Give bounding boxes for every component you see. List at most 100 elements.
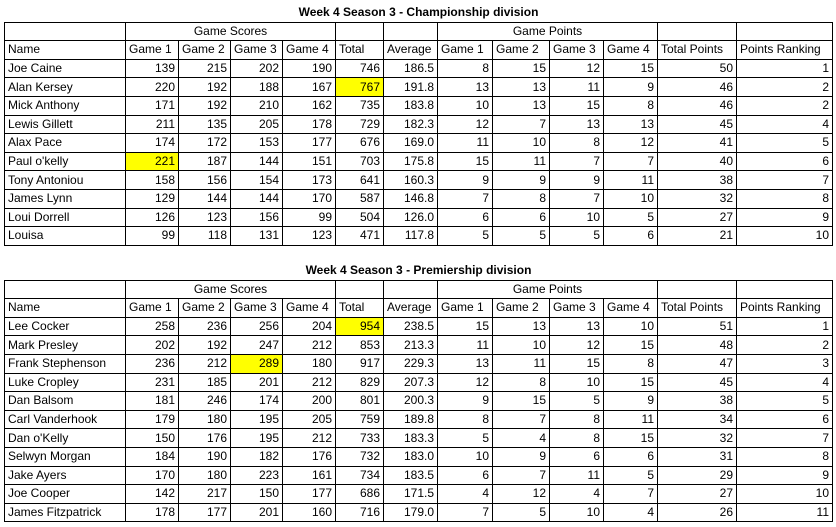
value-cell: 8: [492, 188, 550, 209]
value-cell: 99: [282, 207, 336, 228]
value-cell: 11: [603, 409, 658, 430]
value-cell: 15: [549, 95, 604, 116]
column-header: Game 2: [492, 298, 550, 318]
name-cell: Lewis Gillett: [4, 114, 126, 135]
value-cell: 207.3: [383, 372, 438, 393]
value-cell: 174: [230, 391, 283, 411]
value-cell: 200: [282, 391, 336, 411]
value-cell: 8: [492, 372, 550, 393]
value-cell: 167: [282, 77, 336, 97]
name-cell: James Lynn: [4, 188, 126, 209]
column-header: Game 3: [230, 298, 283, 318]
value-cell: 9: [603, 391, 658, 411]
value-cell: 10: [549, 502, 604, 523]
value-cell: 10: [437, 446, 493, 467]
header-row: Name Game 1 Game 2 Game 3 Game 4 Total Average…: [4, 298, 833, 318]
value-cell: 246: [178, 391, 231, 411]
value-cell: 12: [603, 133, 658, 153]
value-cell: 13: [492, 316, 550, 337]
column-header: Game 3: [230, 40, 283, 60]
value-cell: 5: [736, 391, 833, 411]
data-row: Joe Cooper 142 217 150 177 686 171.5 4 12 4 7 27 10: [4, 484, 833, 504]
value-cell: 10: [736, 226, 833, 246]
name-cell: Carl Vanderhook: [4, 409, 126, 430]
value-cell: 7: [549, 188, 604, 209]
value-cell: 51: [657, 316, 737, 337]
value-cell: 212: [282, 428, 336, 448]
data-row: Paul o'kelly 221 187 144 151 703 175.8 15 11 7 7 40…: [4, 151, 833, 172]
value-cell: 6: [549, 446, 604, 467]
value-cell: 256: [230, 316, 283, 337]
value-cell: 123: [178, 207, 231, 228]
cell: [335, 21, 384, 42]
value-cell: 587: [335, 188, 384, 209]
name-cell: James Fitzpatrick: [4, 502, 126, 523]
column-header: Total Points: [657, 298, 737, 318]
name-cell: Alax Pace: [4, 133, 126, 153]
value-cell: 4: [492, 428, 550, 448]
value-cell: 179.0: [383, 502, 438, 523]
value-cell: 178: [282, 114, 336, 135]
value-cell: 7: [736, 170, 833, 190]
name-cell: Joe Cooper: [4, 484, 126, 504]
value-cell: 190: [178, 446, 231, 467]
value-cell: 8: [437, 58, 493, 79]
value-cell: 153: [230, 133, 283, 153]
value-cell: 767: [335, 77, 384, 97]
value-cell: 8: [549, 133, 604, 153]
value-cell: 150: [230, 484, 283, 504]
value-cell: 12: [492, 484, 550, 504]
value-cell: 6: [603, 446, 658, 467]
value-cell: 258: [125, 316, 179, 337]
value-cell: 185: [178, 372, 231, 393]
score-table: Week 4 Season 3 - Championship division G…: [4, 4, 833, 246]
column-header: Game 1: [125, 40, 179, 60]
value-cell: 158: [125, 170, 179, 190]
value-cell: 171.5: [383, 484, 438, 504]
cell: [657, 279, 737, 300]
name-cell: Joe Caine: [4, 58, 126, 79]
group-header: Game Scores: [125, 279, 336, 300]
value-cell: 759: [335, 409, 384, 430]
name-cell: Paul o'kelly: [4, 151, 126, 172]
value-cell: 8: [549, 428, 604, 448]
value-cell: 11: [437, 335, 493, 355]
value-cell: 221: [125, 151, 179, 172]
value-cell: 7: [549, 151, 604, 172]
value-cell: 732: [335, 446, 384, 467]
value-cell: 176: [178, 428, 231, 448]
value-cell: 41: [657, 133, 737, 153]
value-cell: 917: [335, 353, 384, 374]
value-cell: 183.5: [383, 465, 438, 486]
value-cell: 12: [437, 114, 493, 135]
value-cell: 32: [657, 188, 737, 209]
value-cell: 10: [437, 95, 493, 116]
value-cell: 734: [335, 465, 384, 486]
value-cell: 5: [492, 502, 550, 523]
group-row: Game Scores Game Points: [4, 279, 833, 300]
score-table: Week 4 Season 3 - Premiership division Ga…: [4, 262, 833, 523]
value-cell: 4: [736, 372, 833, 393]
value-cell: 27: [657, 484, 737, 504]
value-cell: 9: [736, 207, 833, 228]
column-header: Game 2: [492, 40, 550, 60]
value-cell: 1: [736, 316, 833, 337]
value-cell: 10: [603, 188, 658, 209]
value-cell: 50: [657, 58, 737, 79]
name-cell: Louisa: [4, 226, 126, 246]
cell: [383, 21, 438, 42]
name-cell: Lee Cocker: [4, 316, 126, 337]
value-cell: 8: [736, 188, 833, 209]
group-row: Game Scores Game Points: [4, 21, 833, 42]
value-cell: 5: [603, 207, 658, 228]
column-header: Game 2: [178, 40, 231, 60]
value-cell: 11: [492, 353, 550, 374]
value-cell: 15: [492, 58, 550, 79]
column-header: Game 2: [178, 298, 231, 318]
name-cell: Mick Anthony: [4, 95, 126, 116]
value-cell: 13: [437, 77, 493, 97]
value-cell: 142: [125, 484, 179, 504]
value-cell: 171: [125, 95, 179, 116]
name-cell: Luke Cropley: [4, 372, 126, 393]
data-row: Alax Pace 174 172 153 177 676 169.0 11 10 8 12 41 5: [4, 133, 833, 153]
